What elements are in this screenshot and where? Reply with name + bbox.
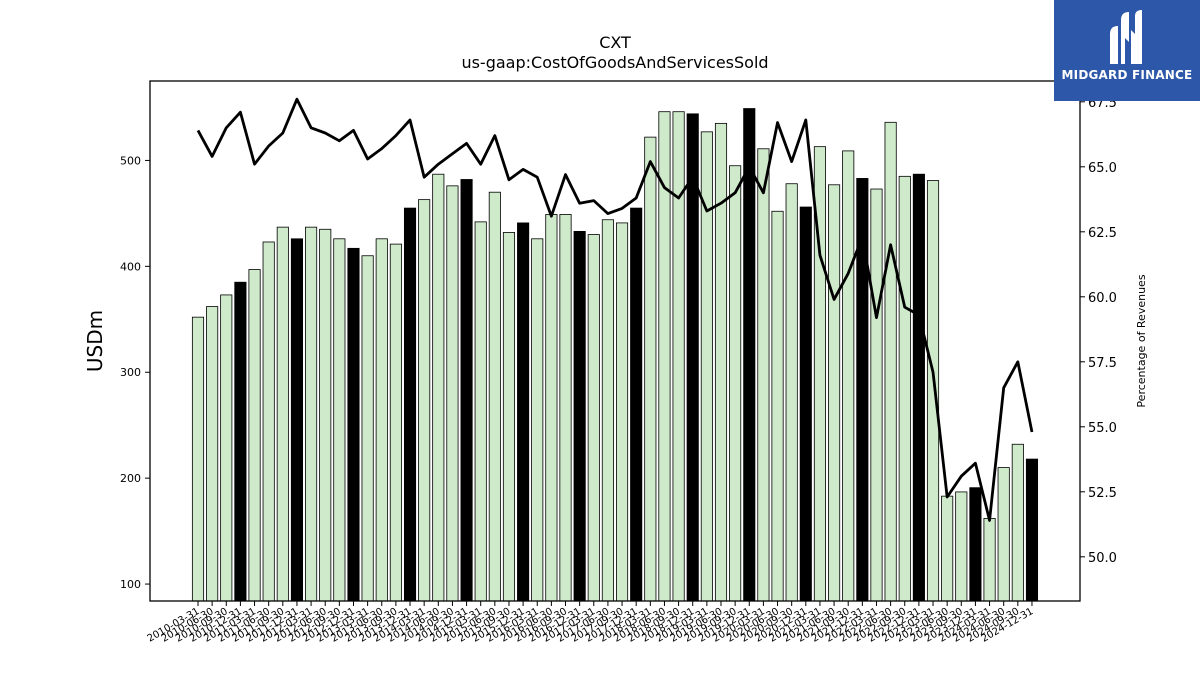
- chart-title: CXT: [599, 33, 631, 52]
- y-right-tick-label: 65.0: [1088, 161, 1117, 176]
- bar: [601, 219, 614, 602]
- logo-text: MIDGARD FINANCE: [1061, 68, 1193, 82]
- y-right-tick-label: 52.5: [1088, 486, 1117, 501]
- bar: [248, 269, 261, 602]
- bar: [418, 199, 431, 602]
- bar: [1025, 458, 1039, 602]
- bar: [403, 207, 417, 602]
- bar: [191, 316, 205, 602]
- y-right-tick-label: 55.0: [1088, 421, 1117, 436]
- bar: [319, 228, 332, 602]
- y-right-tick-label: 57.5: [1088, 356, 1117, 371]
- bar: [799, 206, 812, 602]
- bar: [488, 191, 501, 602]
- bar: [644, 136, 657, 602]
- bar: [729, 165, 742, 602]
- bar: [333, 238, 346, 602]
- bar: [446, 185, 459, 602]
- y-tick-label: 100: [120, 578, 141, 591]
- y-axis-label: USDm: [83, 310, 107, 372]
- midgard-logo-icon: [1110, 10, 1142, 64]
- bar: [290, 238, 303, 602]
- bar: [926, 180, 940, 602]
- bar: [262, 241, 275, 602]
- bar: [361, 255, 374, 602]
- bar: [587, 234, 600, 602]
- bar: [347, 247, 360, 602]
- bar: [276, 226, 289, 602]
- bar: [842, 150, 855, 602]
- bar: [206, 306, 219, 602]
- y-tick-label: 300: [120, 366, 141, 379]
- bar: [1011, 443, 1024, 602]
- x-axis-ticks: 2010-03-312010-06-302010-09-302010-12-31…: [146, 601, 1035, 645]
- bar: [870, 188, 883, 602]
- bar: [517, 222, 530, 602]
- bar: [955, 491, 968, 602]
- bar: [714, 122, 728, 602]
- y-tick-label: 400: [120, 260, 141, 273]
- plot-frame: [149, 80, 1081, 602]
- bar: [983, 517, 996, 602]
- percentage-line: [196, 97, 1034, 522]
- bar: [884, 121, 897, 602]
- bar: [432, 173, 445, 602]
- bar: [502, 232, 516, 602]
- bar: [997, 467, 1010, 602]
- y-tick-label: 500: [120, 154, 141, 167]
- y-right-tick-label: 50.0: [1088, 551, 1117, 566]
- bar: [220, 294, 233, 602]
- bar: [305, 226, 318, 602]
- bar: [545, 214, 558, 602]
- bar: [743, 108, 756, 602]
- bar: [616, 222, 629, 602]
- bar: [630, 207, 643, 602]
- y-right-tick-label: 60.0: [1088, 291, 1117, 306]
- bar: [474, 221, 487, 602]
- bar: [912, 173, 925, 602]
- y-right-tick-label: 62.5: [1088, 226, 1117, 241]
- bar: [672, 111, 685, 602]
- y-tick-label: 200: [120, 472, 141, 485]
- bar: [573, 230, 586, 602]
- bar: [828, 184, 841, 602]
- bar: [559, 214, 572, 602]
- right-axis-ticks: 50.052.555.057.560.062.565.067.5: [1080, 96, 1117, 566]
- midgard-finance-logo: MIDGARD FINANCE: [1054, 0, 1200, 101]
- bar: [941, 495, 954, 602]
- bar: [375, 238, 388, 602]
- chart-subtitle: us-gaap:CostOfGoodsAndServicesSold: [461, 53, 768, 72]
- bar: [771, 210, 784, 602]
- bar: [389, 243, 402, 602]
- bar: [460, 179, 473, 602]
- y-axis-right-label: Percentage of Revenues: [1135, 274, 1148, 407]
- left-axis-ticks: 100 200 300 400 500: [120, 154, 150, 591]
- bar-series: [191, 108, 1039, 602]
- bar: [785, 183, 798, 602]
- bar: [898, 175, 911, 602]
- bar: [234, 281, 247, 602]
- bar: [969, 487, 982, 602]
- bar: [757, 148, 770, 602]
- bar: [531, 238, 544, 602]
